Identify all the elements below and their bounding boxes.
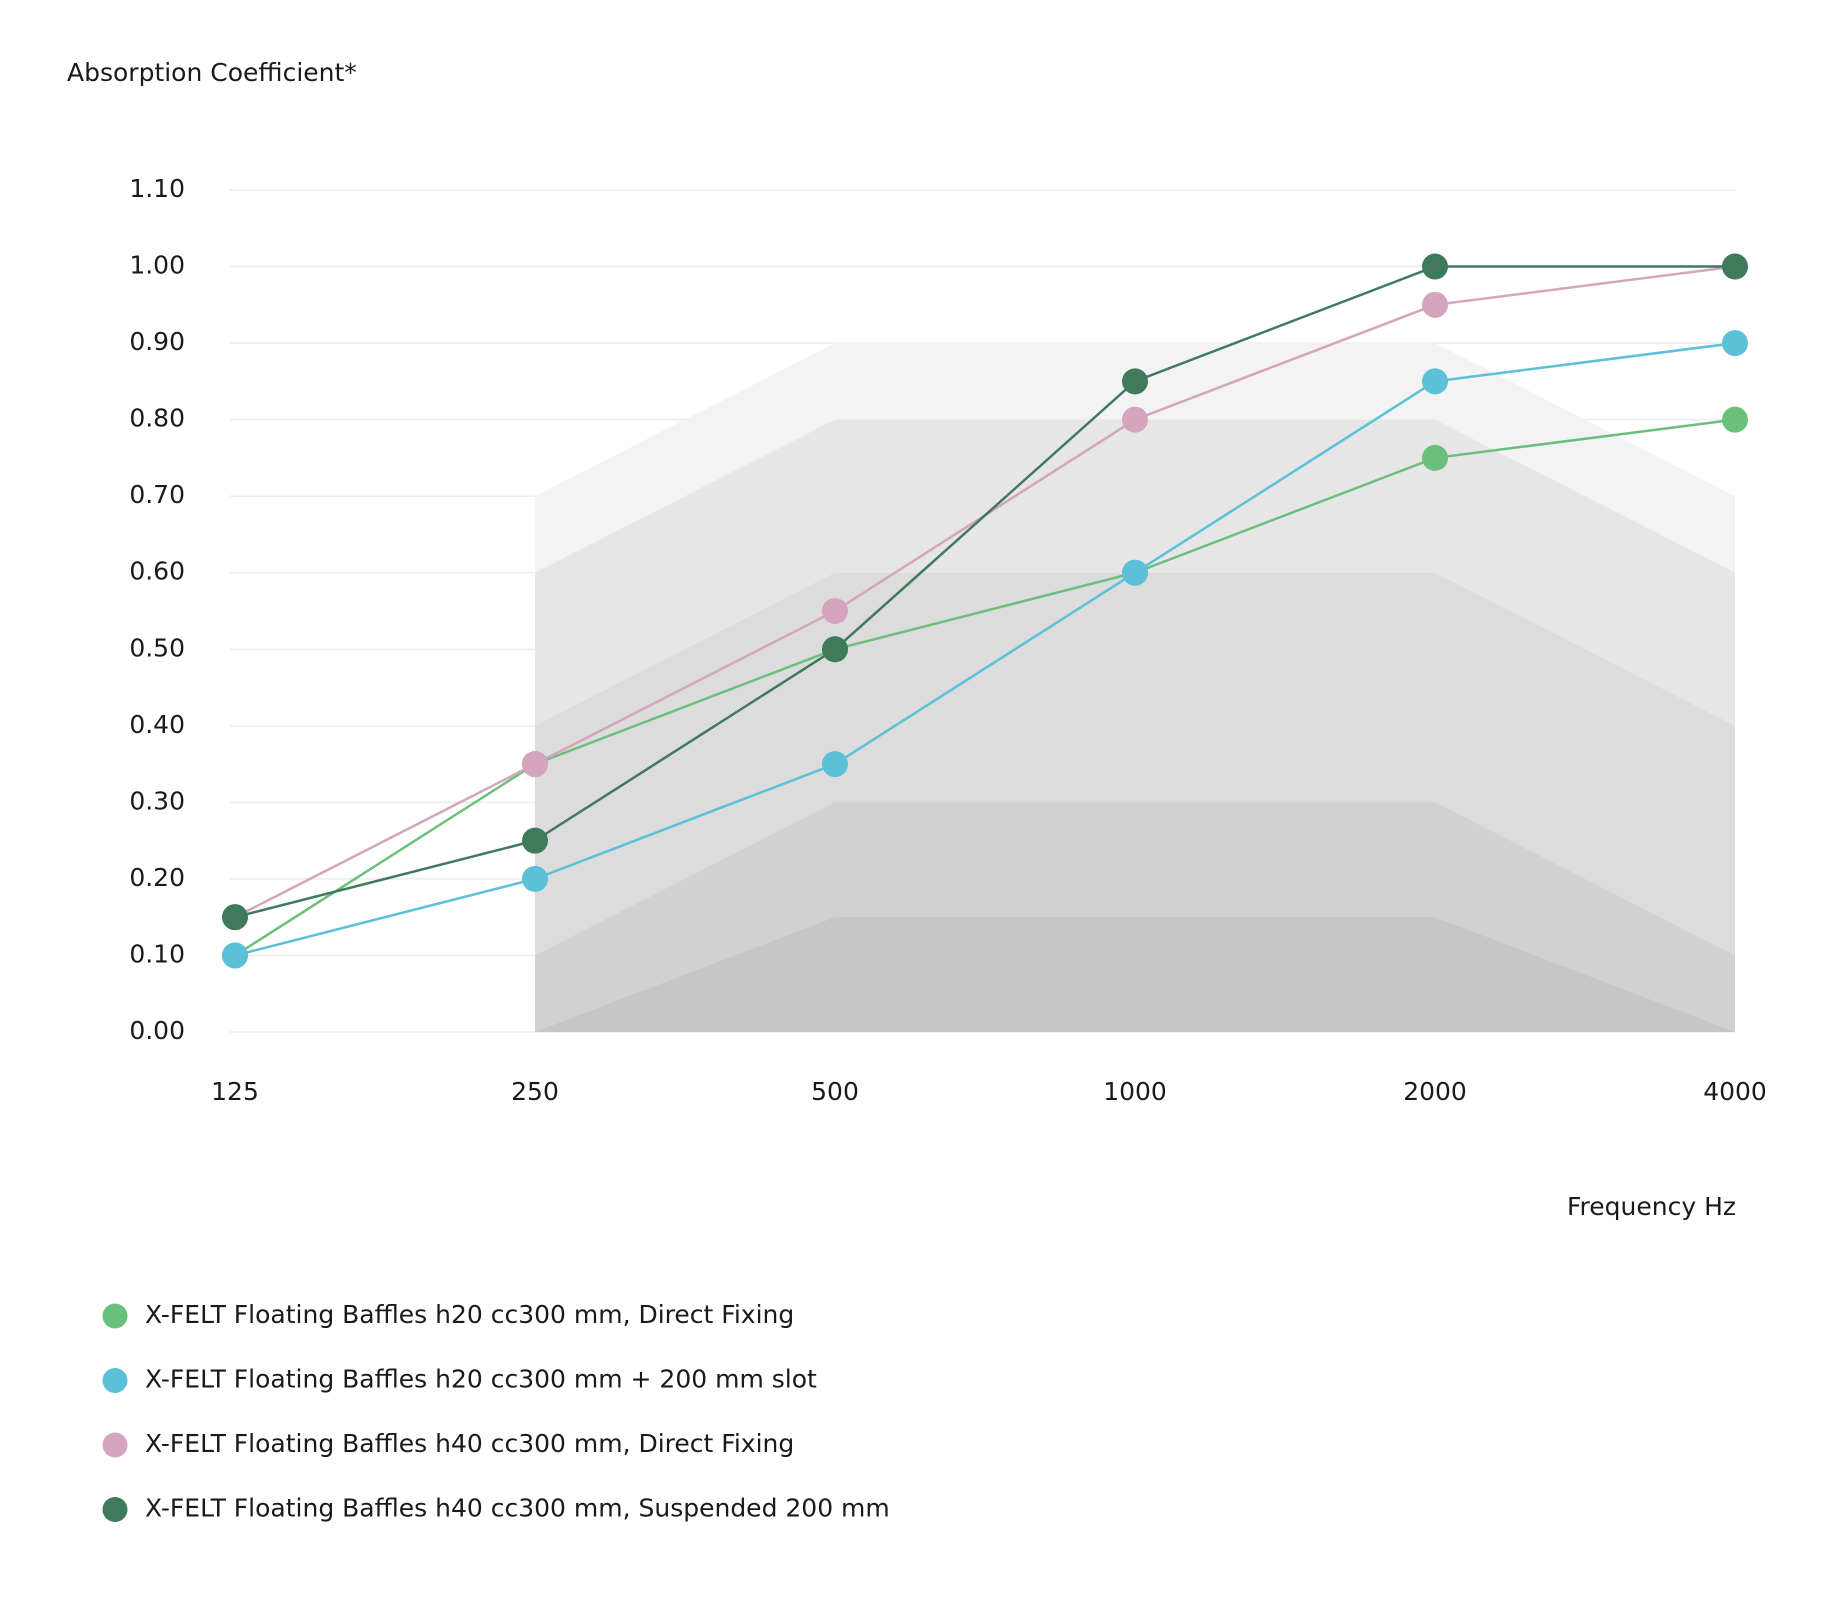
y-tick-label: 0.80 bbox=[129, 404, 185, 433]
series-line bbox=[234, 418, 1736, 957]
legend-marker bbox=[102, 1432, 128, 1458]
background-band bbox=[535, 917, 1735, 1032]
data-point bbox=[1422, 444, 1448, 471]
x-tick-label: 250 bbox=[511, 1077, 559, 1106]
y-tick-label: 0.70 bbox=[129, 480, 185, 509]
data-point bbox=[1722, 253, 1748, 280]
data-point bbox=[1422, 291, 1448, 318]
y-tick-label: 0.30 bbox=[129, 786, 185, 815]
legend-label: X-FELT Floating Baffles h40 cc300 mm, Di… bbox=[145, 1429, 794, 1458]
legend-label: X-FELT Floating Baffles h20 cc300 mm, Di… bbox=[145, 1300, 794, 1329]
y-tick-label: 0.40 bbox=[129, 710, 185, 739]
legend-label: X-FELT Floating Baffles h20 cc300 mm + 2… bbox=[145, 1365, 817, 1394]
legend-marker bbox=[102, 1368, 128, 1393]
data-point bbox=[1722, 406, 1748, 433]
x-tick-label: 1000 bbox=[1103, 1077, 1167, 1106]
data-point bbox=[222, 942, 248, 969]
data-point bbox=[822, 636, 848, 663]
series-line bbox=[234, 341, 1736, 957]
y-tick-label: 0.60 bbox=[129, 557, 185, 586]
data-point bbox=[1722, 330, 1748, 357]
y-axis-label: Absorption Coefficient* bbox=[67, 58, 357, 87]
legend-label: X-FELT Floating Baffles h40 cc300 mm, Su… bbox=[145, 1494, 890, 1523]
legend-marker bbox=[102, 1497, 128, 1522]
y-tick-label: 1.00 bbox=[129, 251, 185, 280]
data-point bbox=[822, 751, 848, 778]
data-point bbox=[1122, 406, 1148, 433]
x-tick-label: 125 bbox=[211, 1077, 259, 1106]
y-tick-label: 1.10 bbox=[129, 174, 185, 203]
data-point bbox=[1422, 368, 1448, 395]
x-axis-label: Frequency Hz bbox=[1567, 1192, 1736, 1221]
data-point bbox=[1422, 253, 1448, 280]
y-tick-label: 0.00 bbox=[129, 1016, 185, 1045]
data-point bbox=[522, 751, 548, 778]
y-tick-label: 0.20 bbox=[129, 863, 185, 892]
x-tick-label: 2000 bbox=[1403, 1077, 1467, 1106]
data-point bbox=[522, 827, 548, 854]
data-point bbox=[1122, 559, 1148, 586]
x-tick-label: 4000 bbox=[1703, 1077, 1767, 1106]
data-point bbox=[1122, 368, 1148, 395]
data-point bbox=[822, 598, 848, 624]
legend-marker bbox=[102, 1303, 128, 1329]
data-point bbox=[522, 865, 548, 892]
data-point bbox=[222, 904, 248, 931]
y-tick-label: 0.50 bbox=[129, 633, 185, 662]
y-tick-label: 0.90 bbox=[129, 327, 185, 356]
y-tick-label: 0.10 bbox=[129, 939, 185, 968]
x-tick-label: 500 bbox=[811, 1077, 859, 1106]
series-line bbox=[234, 265, 1735, 919]
